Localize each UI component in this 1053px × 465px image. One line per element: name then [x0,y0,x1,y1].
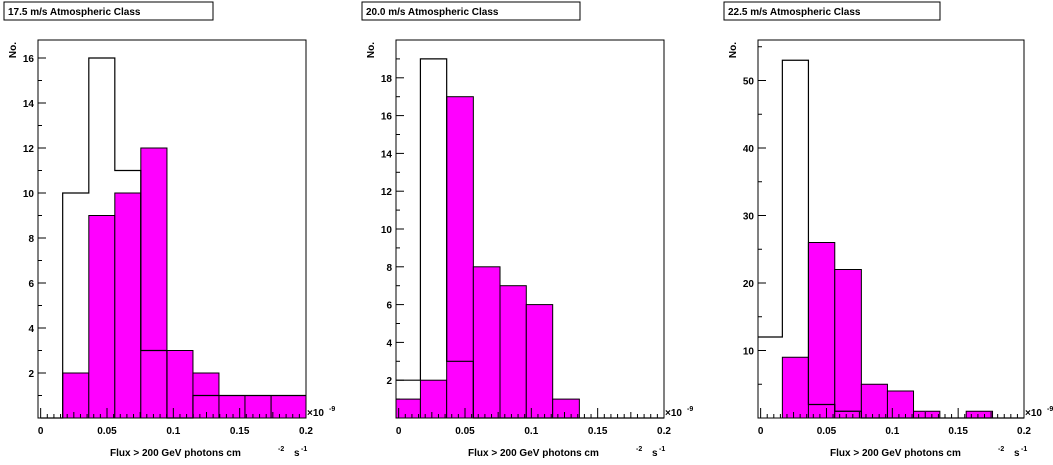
x-axis-label-sup: -2 [998,446,1004,453]
hist-bar-filled [886,390,915,419]
y-tick-label: 6 [386,301,392,312]
hist-bar-filled [218,395,246,419]
x-tick-label: 0.15 [948,426,968,437]
y-tick-label: 4 [28,324,34,335]
y-tick-label: 8 [386,263,392,274]
hist-bar-filled [114,192,142,419]
hist-bar-filled [140,147,168,419]
y-tick-label: 30 [743,212,755,223]
y-tick-label: 16 [381,112,393,123]
chart-panel-1: 17.5 m/s Atmospheric Class 2 4 6 8 10 12 14 16 0 0… [3,1,335,459]
x-tick-label: 0.1 [524,426,538,437]
hist-bar-filled [472,266,501,419]
y-axis-label: No. [728,42,739,58]
hist-bar-filled [860,383,888,419]
y-tick-label: 16 [23,54,35,65]
x-tick-label: 0.05 [97,426,117,437]
y-tick-label: 2 [386,376,392,387]
x-tick-label: 0.1 [166,426,180,437]
x-tick-label: 0.15 [230,426,250,437]
x-tick-label: 0.15 [588,426,608,437]
x-exponent-label: ×10 [665,408,682,419]
x-axis-label: Flux > 200 GeV photons cm [468,448,599,459]
y-tick-label: 10 [23,189,35,200]
y-tick-label: 18 [381,74,393,85]
hist-bar-filled [525,304,554,419]
chart-title: 17.5 m/s Atmospheric Class [8,7,141,18]
plot-frame [757,39,1025,419]
x-axis-label-tail-sup: -1 [1021,446,1027,453]
x-axis-label-tail: s [294,448,300,459]
hist-bar-filled [499,285,527,419]
hist-bar-filled [913,410,941,419]
x-tick-label: 0.2 [299,426,313,437]
hist-bar-filled [419,379,448,419]
chart-panel-3: 22.5 m/s Atmospheric Class 10 20 30 40 50 0 0.0… [723,1,1053,459]
y-tick-label: 10 [743,347,755,358]
x-exponent-label: ×10 [307,408,324,419]
hist-bar-filled [834,269,862,419]
title-box [3,1,214,21]
x-exponent-sup: -9 [1047,406,1053,413]
title-box [361,1,581,21]
y-tick-label: 10 [381,225,393,236]
hist-bar-filled [552,398,580,419]
y-tick-label: 20 [743,279,755,290]
y-tick-label: 4 [386,338,392,349]
x-exponent-label: ×10 [1025,408,1042,419]
y-tick-label: 8 [28,234,34,245]
chart-title: 22.5 m/s Atmospheric Class [728,7,861,18]
x-axis-label-tail: s [1014,448,1020,459]
y-tick-label: 2 [28,369,34,380]
x-axis-label-sup: -2 [278,446,284,453]
x-exponent-sup: -9 [329,406,335,413]
x-axis-label-tail-sup: -1 [659,446,665,453]
hist-bar-filled [395,398,421,419]
y-tick-label: 40 [743,144,755,155]
y-axis-label: No. [366,42,377,58]
chart-title: 20.0 m/s Atmospheric Class [366,7,499,18]
x-tick-label: 0.2 [657,426,671,437]
y-tick-label: 14 [381,149,393,160]
chart-panel-2: 20.0 m/s Atmospheric Class 2 4 6 8 10 12 14 16 18… [361,1,693,459]
plot-frame [37,39,307,419]
x-axis-label-tail: s [652,448,658,459]
hist-bar-filled [244,395,272,419]
x-axis-label-tail-sup: -1 [301,446,307,453]
hist-bar-filled [88,215,116,419]
hist-bar-filled [270,395,307,419]
x-exponent-sup: -9 [687,406,693,413]
x-axis-label: Flux > 200 GeV photons cm [830,448,961,459]
x-tick-label: 0 [38,426,44,437]
x-tick-label: 0.2 [1017,426,1031,437]
x-axis-label: Flux > 200 GeV photons cm [110,448,241,459]
hist-bar-filled [62,372,90,419]
x-tick-label: 0.1 [885,426,899,437]
y-tick-label: 12 [381,187,393,198]
y-tick-label: 6 [28,279,34,290]
hist-bar-filled [781,356,809,419]
hist-outline [40,57,306,419]
hist-bar-filled [965,410,994,419]
y-tick-label: 14 [23,99,35,110]
x-tick-label: 0.05 [817,426,837,437]
y-axis-label: No. [8,42,19,58]
x-tick-label: 0.05 [455,426,475,437]
hist-bar-filled [446,96,474,419]
y-tick-label: 50 [743,77,755,88]
title-box [723,1,941,21]
x-axis-label-sup: -2 [636,446,642,453]
y-tick-label: 12 [23,144,35,155]
hist-bar-filled [807,242,836,419]
x-tick-label: 0 [396,426,402,437]
hist-bar-filled [166,350,194,419]
x-tick-label: 0 [758,426,764,437]
